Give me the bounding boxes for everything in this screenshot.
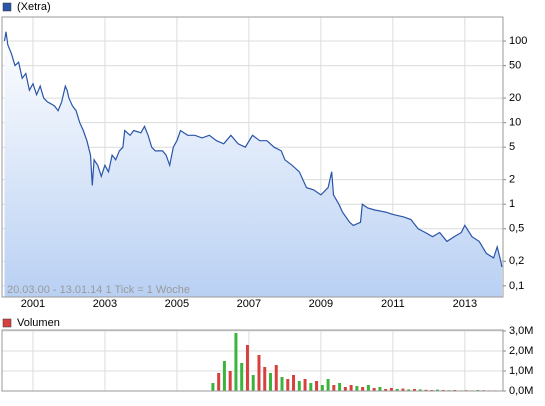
volume-bar (384, 389, 388, 391)
volume-bar (286, 379, 290, 391)
volume-bar (401, 388, 405, 391)
volume-bar (303, 379, 307, 391)
volume-bar (407, 389, 411, 391)
volume-bar (435, 389, 439, 391)
volume-bar (251, 375, 255, 391)
volume-bar (217, 373, 221, 391)
volume-bar (366, 385, 370, 391)
y-tick-label: 2,0M (509, 345, 533, 357)
annotation: 20.03.00 - 13.01.14 1 Tick = 1 Woche (7, 284, 190, 296)
volume-bar (245, 345, 249, 391)
x-tick-label: 2007 (237, 298, 261, 310)
y-tick-label: 0,2 (509, 255, 524, 267)
y-tick-label: 0,0M (509, 385, 533, 397)
volume-bar (338, 383, 342, 391)
x-tick-label: 2011 (381, 298, 405, 310)
y-tick-label: 20 (509, 92, 521, 104)
volume-bar (355, 386, 359, 391)
y-tick-label: 2 (509, 174, 515, 186)
volume-bar (297, 381, 301, 391)
volume-bar (361, 387, 365, 391)
legend-label: Volumen (17, 317, 60, 329)
plot-frame (1, 329, 504, 392)
volume-bar (263, 367, 267, 391)
volume-bar (424, 389, 428, 391)
volume-bar (228, 371, 232, 391)
volume-bar (292, 375, 296, 391)
volume-bar (412, 389, 416, 391)
volume-bar (372, 388, 376, 391)
volume-bar (389, 388, 393, 391)
volume-bar (222, 361, 226, 391)
volume-bar (274, 365, 278, 391)
volume-bar (349, 385, 353, 391)
y-tick-label: 10 (509, 117, 521, 129)
legend-swatch (2, 2, 12, 12)
volume-bar (315, 381, 319, 391)
x-tick-label: 2003 (93, 298, 117, 310)
volume-bar (326, 379, 330, 391)
x-tick-label: 2009 (309, 298, 333, 310)
x-tick-label: 2001 (21, 298, 45, 310)
plot-frame (1, 16, 504, 298)
volume-bar (268, 373, 272, 391)
y-tick-label: 0,1 (509, 280, 524, 292)
y-tick-label: 0,5 (509, 223, 524, 235)
volume-bar (211, 383, 215, 391)
x-tick-label: 2013 (453, 298, 477, 310)
y-tick-label: 50 (509, 60, 521, 72)
volume-bar (257, 355, 261, 391)
price-area (4, 31, 502, 297)
y-tick-label: 1,0M (509, 365, 533, 377)
legend-swatch (2, 318, 12, 328)
volume-bar (343, 387, 347, 391)
volume-bar (240, 363, 244, 391)
volume-bar (418, 389, 422, 391)
volume-bar (280, 377, 284, 391)
price-line (3, 31, 503, 268)
y-tick-label: 100 (509, 35, 527, 47)
x-tick-label: 2005 (165, 298, 189, 310)
y-tick-label: 1 (509, 198, 515, 210)
y-tick-label: 3,0M (509, 325, 533, 337)
volume-bar (332, 385, 336, 391)
volume-bar (378, 387, 382, 391)
volume-bar (320, 385, 324, 391)
volume-bar (309, 383, 313, 391)
y-tick-label: 5 (509, 141, 515, 153)
volume-bar (234, 333, 238, 391)
volume-bar (395, 389, 399, 391)
legend-label: (Xetra) (17, 1, 51, 13)
